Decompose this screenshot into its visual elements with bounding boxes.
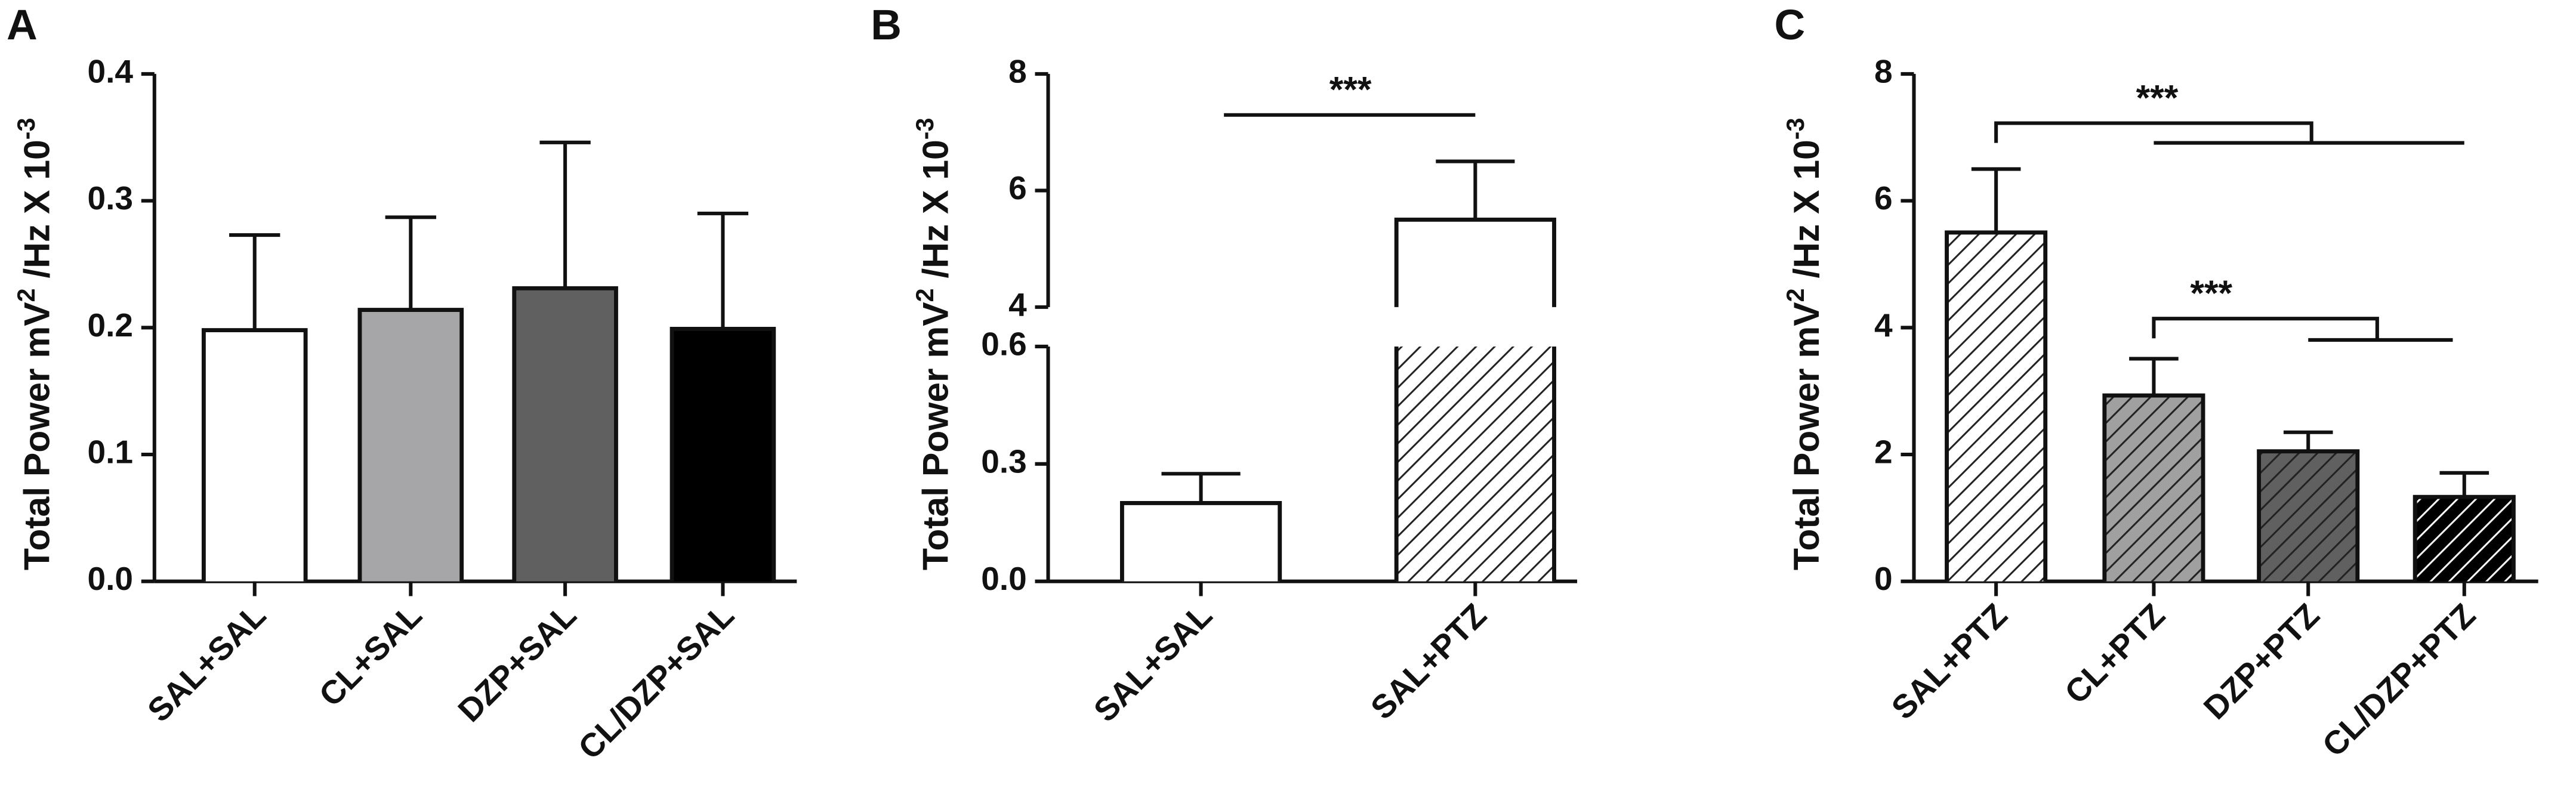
x-tick-label: CL/DZP+PTZ [2315,596,2483,764]
bar [672,329,774,582]
y-axis-label-part: -3 [13,118,40,140]
bar [203,330,306,582]
y-tick-label: 8 [1874,52,1893,89]
y-axis-label-part: Total Power mV [1786,302,1827,570]
y-axis-label-part: Total Power mV [17,302,57,570]
x-tick-label: CL+PTZ [2057,596,2172,711]
bar-hatch [2415,497,2514,582]
y-tick-label: 0.0 [981,560,1027,597]
x-tick-label: DZP+PTZ [2196,596,2327,726]
panel-label: B [871,1,902,49]
bar-hatch [2259,451,2358,582]
y-axis-label-part: -3 [911,118,939,140]
panel-label: C [1774,1,1805,49]
y-tick-label: 0.3 [87,180,133,217]
y-tick-label: 6 [1874,180,1893,217]
error-bar [697,211,749,329]
y-axis-label: Total Power mV2 /Hz X 10-3 [13,118,57,571]
bar-outline [1945,230,2048,582]
error-bar [539,140,591,289]
y-axis-label-part: -3 [1782,118,1809,140]
y-axis-label: Total Power mV2 /Hz X 10-3 [1782,118,1827,571]
y-tick-label: 0.3 [981,443,1027,480]
bar-hatch [1396,346,1554,582]
error-bar [1971,167,2021,233]
y-axis-label-part: Total Power mV [915,302,956,570]
bar-outline [357,308,464,582]
bar-outline [670,326,776,582]
y-axis-label-part: 2 [1782,288,1809,302]
error-bar [1436,159,1515,220]
y-axis-label: Total Power mV2 /Hz X 10-3 [911,118,956,571]
y-axis-label-part: 2 [911,288,939,302]
x-tick-label: SAL+SAL [140,596,273,729]
panel-label: A [7,1,38,49]
y-tick-label: 0.6 [981,326,1027,363]
bar-outline [512,286,618,582]
x-tick-label: CL/DZP+SAL [571,596,741,766]
bar-outline [2413,494,2516,582]
bar-outline [2102,393,2205,582]
x-tick-label: SAL+SAL [1087,596,1219,729]
y-tick-label: 2 [1874,434,1893,471]
bar [359,310,462,582]
bar-outline [2257,449,2360,582]
y-tick-label: 4 [1874,307,1893,344]
error-bar [2129,357,2179,396]
error-bar [1161,472,1241,503]
y-tick-label: 0.2 [87,307,133,344]
error-bar [2283,430,2333,452]
y-tick-label: 0 [1874,560,1893,597]
y-tick-label: 0.1 [87,434,133,471]
x-tick-label: CL+SAL [311,596,428,713]
y-tick-label: 0.4 [87,52,133,89]
y-tick-label: 0.0 [87,560,133,597]
bar [514,288,616,582]
x-tick-label: SAL+PTZ [1363,596,1494,726]
y-axis-label-part: 2 [13,288,40,302]
bar-hatch [1946,232,2046,582]
x-tick-label: SAL+PTZ [1884,596,2014,726]
bar-hatch [2104,395,2204,582]
significance-bracket [2152,317,2453,342]
error-bar [385,215,436,310]
error-bar [2439,471,2489,497]
y-axis-label-part: /Hz X 10 [1786,140,1827,288]
significance-label: *** [1329,69,1372,110]
significance-label: *** [2190,273,2232,313]
significance-bracket [1994,121,2464,145]
y-axis-label-part: /Hz X 10 [915,140,956,288]
y-tick-label: 4 [1008,286,1027,323]
y-axis-label-part: /Hz X 10 [17,140,57,288]
error-bar [229,233,280,330]
bar [1122,503,1280,582]
significance-label: *** [2136,78,2179,118]
y-tick-label: 6 [1008,169,1027,206]
y-tick-label: 8 [1008,52,1027,89]
x-tick-label: DZP+SAL [451,596,583,729]
